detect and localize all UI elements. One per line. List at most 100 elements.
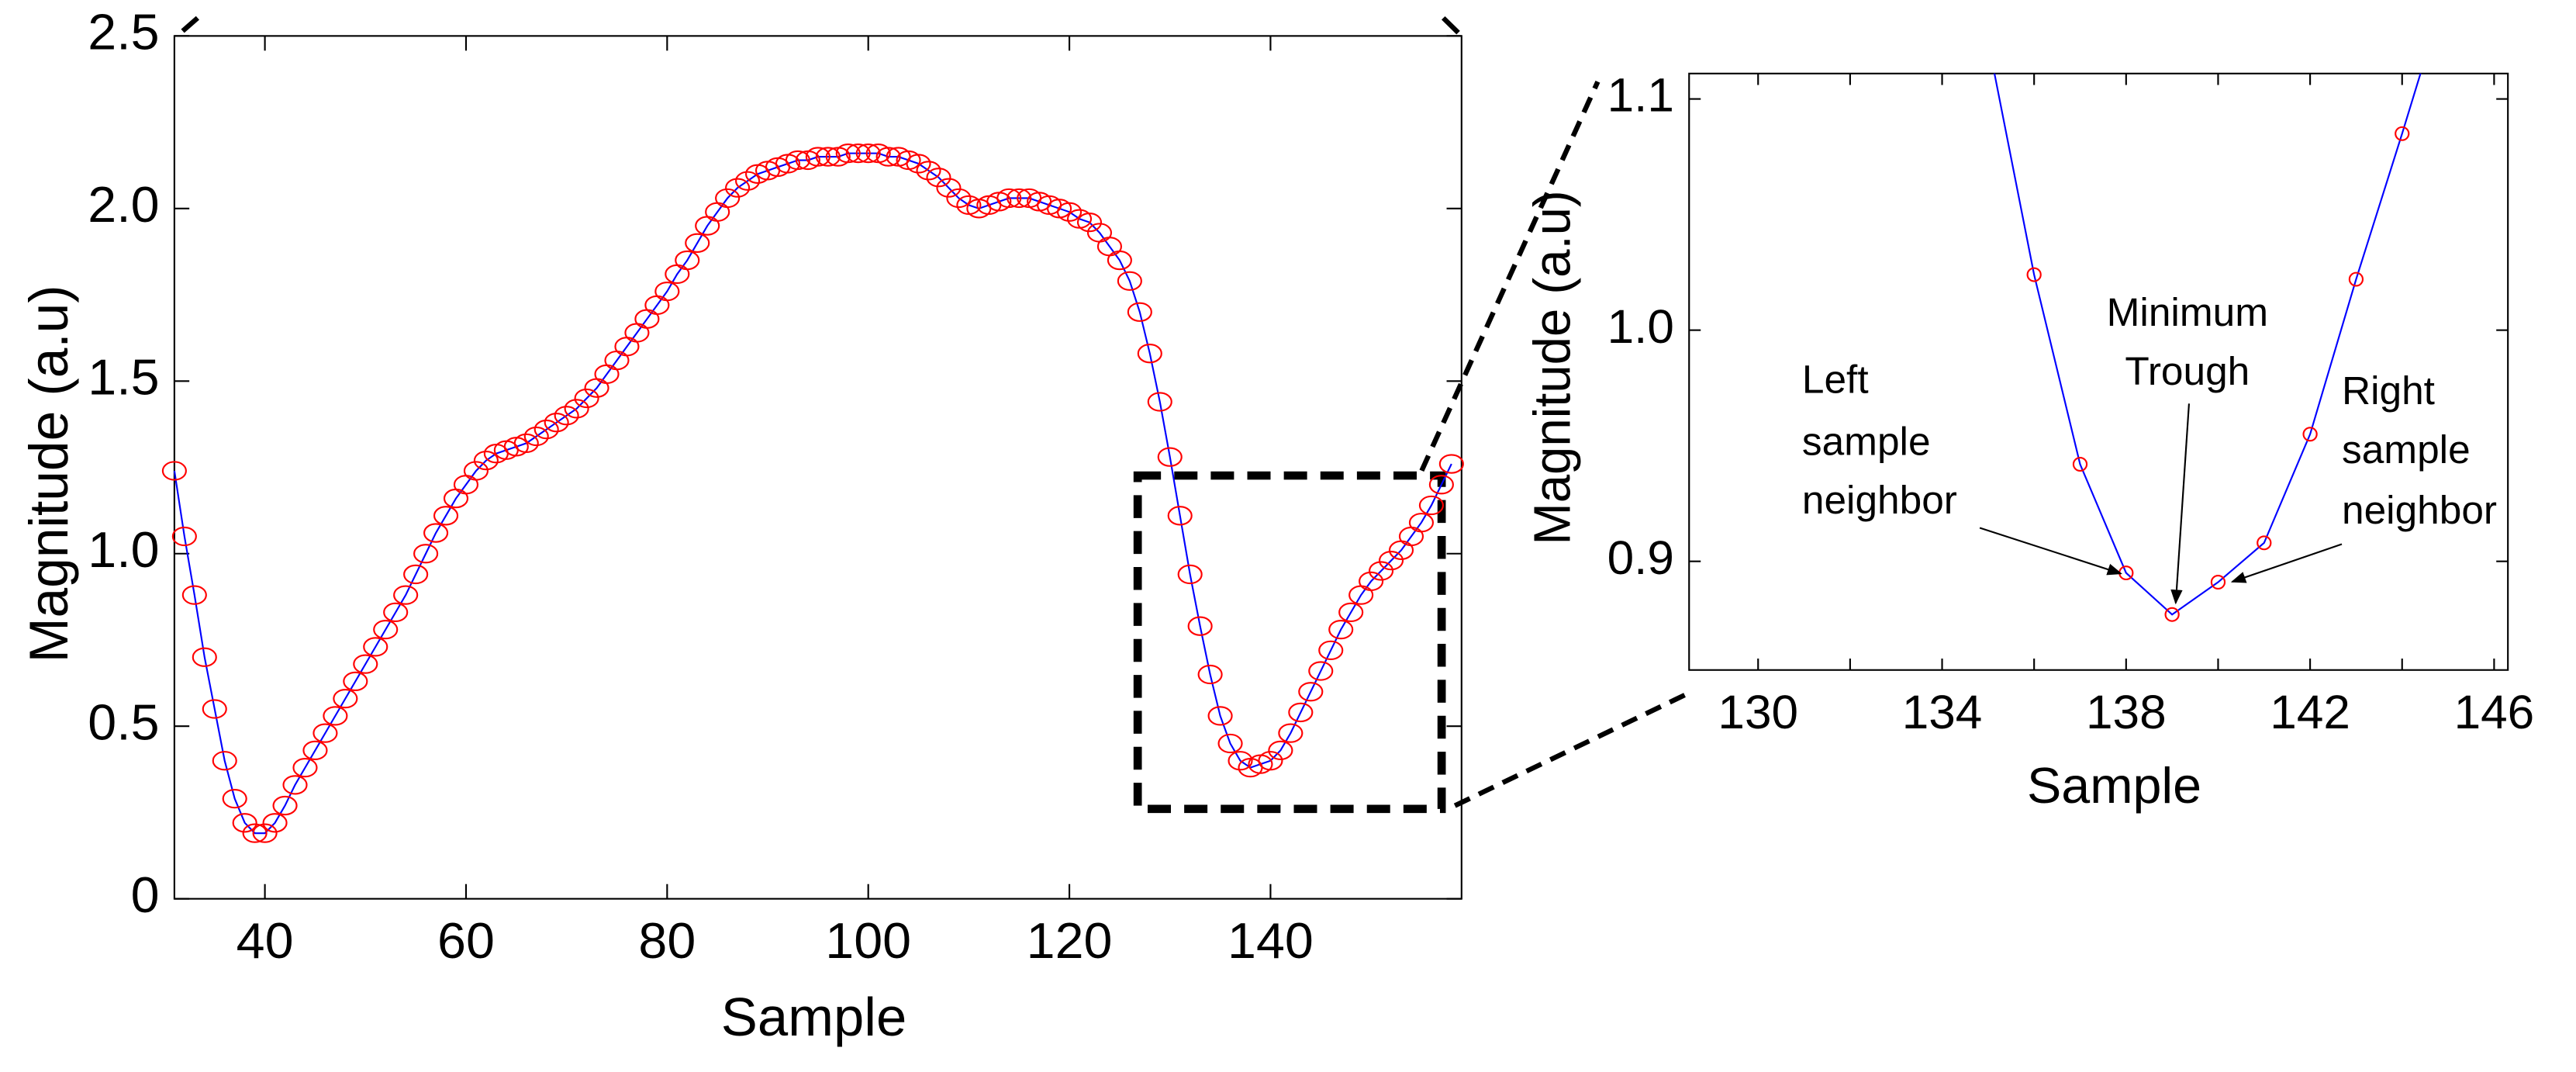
y-axis-title: Magnitude (a.u) bbox=[19, 285, 80, 663]
y-tick-label: 0.5 bbox=[88, 693, 159, 750]
annotation-text: neighbor bbox=[2342, 488, 2497, 532]
data-point bbox=[1378, 551, 1404, 571]
x-tick-label: 80 bbox=[638, 911, 696, 968]
data-point bbox=[383, 602, 409, 623]
data-point bbox=[181, 585, 207, 605]
data-point bbox=[805, 147, 830, 167]
x-axis-title: Sample bbox=[2027, 756, 2201, 813]
data-point bbox=[413, 544, 439, 564]
data-point bbox=[926, 168, 951, 188]
data-point bbox=[996, 188, 1022, 209]
data-point bbox=[1127, 302, 1152, 322]
data-point bbox=[735, 171, 761, 191]
data-point bbox=[323, 706, 348, 726]
data-point bbox=[554, 406, 579, 426]
zoom-connector bbox=[1453, 692, 1687, 808]
y-tick-label: 0.9 bbox=[1607, 531, 1674, 584]
data-point bbox=[785, 150, 810, 171]
data-point bbox=[534, 419, 559, 440]
data-point bbox=[523, 426, 549, 447]
data-point bbox=[202, 699, 227, 719]
data-point bbox=[2026, 267, 2042, 282]
data-point bbox=[1187, 616, 1213, 636]
data-point bbox=[815, 147, 841, 167]
data-point bbox=[313, 723, 338, 743]
data-point bbox=[473, 450, 499, 471]
data-point bbox=[161, 461, 187, 481]
zoom-connector bbox=[1419, 81, 1601, 472]
data-point bbox=[242, 823, 268, 843]
data-point bbox=[1278, 723, 1304, 743]
annotation-arrow bbox=[2230, 543, 2343, 583]
data-point bbox=[1007, 188, 1032, 209]
data-point bbox=[2210, 575, 2226, 590]
data-point bbox=[363, 637, 388, 657]
data-point bbox=[1428, 475, 1454, 495]
data-point bbox=[262, 813, 288, 833]
y-tick-label: 2.0 bbox=[88, 176, 159, 233]
plot: 130 134 138 142 146 0.9 1.0 1.1 Sample Magnitude … bbox=[1523, 35, 2534, 813]
data-point bbox=[1268, 740, 1293, 761]
annotation-text: sample bbox=[2342, 427, 2471, 472]
data-point bbox=[725, 178, 751, 198]
plot-frame bbox=[1688, 72, 2509, 671]
data-point bbox=[212, 751, 237, 771]
y-tick-label: 1.0 bbox=[88, 520, 159, 577]
data-line bbox=[173, 152, 1452, 835]
data-point bbox=[171, 526, 197, 547]
data-point bbox=[2348, 271, 2364, 287]
data-point bbox=[1228, 751, 1253, 771]
data-point bbox=[433, 506, 459, 526]
data-point bbox=[463, 461, 489, 481]
data-point bbox=[222, 789, 247, 809]
data-point bbox=[835, 143, 861, 164]
data-point bbox=[1328, 619, 1354, 640]
y-tick-label: 1.0 bbox=[1607, 300, 1674, 353]
data-point bbox=[1438, 454, 1464, 474]
data-point bbox=[654, 281, 680, 302]
data-point bbox=[1137, 344, 1162, 364]
data-point bbox=[1076, 212, 1103, 233]
data-point bbox=[1981, 35, 1994, 48]
data-point bbox=[675, 250, 700, 271]
x-tick-label: 138 bbox=[2086, 686, 2167, 738]
annotation-text: neighbor bbox=[1802, 479, 1957, 523]
plot: 40 60 80 100 120 140 0 0.5 1.0 1.5 2.0 2.5 Sample Mag… bbox=[19, 3, 1464, 1047]
data-point bbox=[1408, 513, 1435, 533]
data-point bbox=[1147, 392, 1172, 412]
data-point bbox=[544, 413, 569, 433]
x-tick-label: 120 bbox=[1027, 911, 1113, 968]
zoom-box bbox=[1133, 471, 1446, 814]
data-point bbox=[343, 671, 368, 692]
data-point bbox=[423, 523, 449, 543]
annotation-text: Trough bbox=[2125, 349, 2250, 393]
annotation-text: Minimum bbox=[2107, 290, 2268, 334]
data-point bbox=[353, 654, 378, 674]
data-point bbox=[1217, 733, 1243, 754]
data-point bbox=[1308, 661, 1334, 681]
annotation-text: Left bbox=[1802, 358, 1869, 402]
data-point bbox=[272, 795, 298, 816]
data-point bbox=[574, 388, 599, 409]
data-point bbox=[2257, 535, 2272, 551]
x-tick-label: 134 bbox=[1902, 686, 1983, 738]
data-point bbox=[916, 161, 941, 181]
data-point bbox=[373, 619, 399, 640]
data-point bbox=[1197, 664, 1223, 685]
data-point bbox=[715, 188, 741, 209]
data-point bbox=[564, 399, 589, 419]
series bbox=[161, 143, 1464, 843]
data-point bbox=[946, 188, 972, 209]
annotation: Minimum Trough bbox=[2107, 290, 2268, 605]
x-tick-label: 40 bbox=[237, 911, 294, 968]
data-point bbox=[232, 813, 257, 833]
annotation-arrow bbox=[1979, 527, 2122, 576]
data-point bbox=[1177, 564, 1203, 585]
data-point bbox=[1418, 495, 1444, 516]
data-point bbox=[1288, 702, 1314, 723]
data-point bbox=[875, 147, 901, 167]
data-point bbox=[1258, 751, 1283, 771]
data-point bbox=[252, 823, 278, 843]
data-point bbox=[2395, 126, 2410, 141]
